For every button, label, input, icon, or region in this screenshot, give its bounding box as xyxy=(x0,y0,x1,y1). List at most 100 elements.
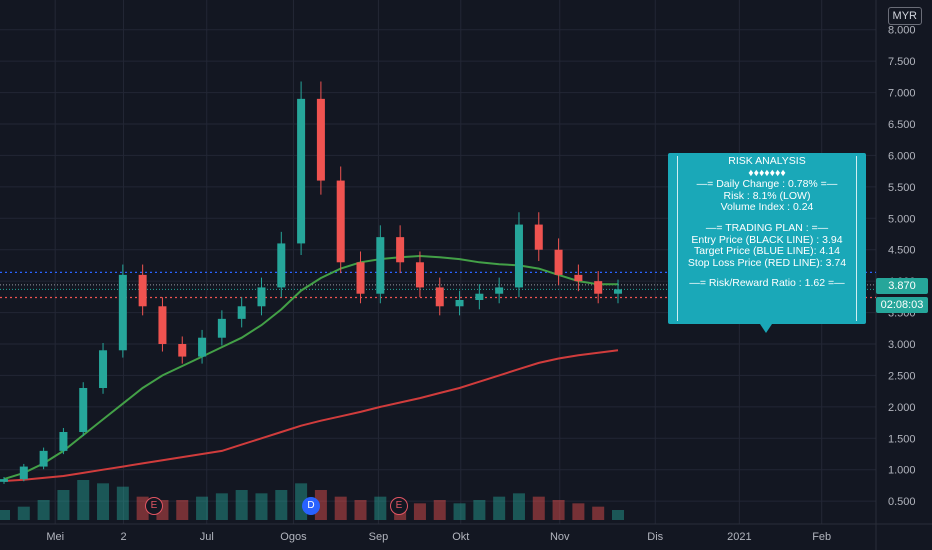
y-tick-label: 6.000 xyxy=(888,150,916,162)
currency-badge[interactable]: MYR xyxy=(887,7,922,25)
volume-bar xyxy=(612,510,624,520)
risk-reward-ratio: —= Risk/Reward Ratio : 1.62 =— xyxy=(689,277,845,290)
candle-body xyxy=(99,350,108,388)
candle-body xyxy=(257,287,266,307)
candle-body xyxy=(297,98,306,244)
y-tick-label: 1.500 xyxy=(888,433,916,445)
y-tick-label: 1.000 xyxy=(888,465,916,477)
candle-body xyxy=(316,98,325,181)
volume-bar xyxy=(413,503,426,520)
volume-bar xyxy=(97,483,110,520)
candle-body xyxy=(574,274,583,282)
volume-bar xyxy=(17,506,30,520)
volume-bar xyxy=(275,490,288,520)
x-tick-label: Feb xyxy=(812,531,831,543)
volume-bar xyxy=(37,500,50,520)
dividend-marker[interactable]: D xyxy=(302,497,320,515)
volume-bar xyxy=(196,496,209,520)
candle-body xyxy=(554,249,563,275)
y-tick-label: 5.000 xyxy=(888,213,916,225)
x-tick-label: Okt xyxy=(452,531,469,543)
volume-bar xyxy=(493,496,506,520)
daily-change: —= Daily Change : 0.78% =— xyxy=(696,178,838,191)
volume-bar xyxy=(0,510,10,520)
candle-body xyxy=(79,388,88,432)
volume-bar xyxy=(532,496,545,520)
x-tick-label: 2 xyxy=(120,531,126,543)
stop-loss-price: Stop Loss Price (RED LINE): 3.74 xyxy=(687,256,847,269)
y-tick-label: 5.500 xyxy=(888,182,916,194)
y-tick-label: 2.500 xyxy=(888,370,916,382)
risk-analysis-box: RISK ANALYSIS ♦♦♦♦♦♦♦ —= Daily Change : … xyxy=(668,153,866,333)
x-tick-label: Sep xyxy=(369,531,389,543)
candle-body xyxy=(514,224,523,288)
volume-bar xyxy=(433,500,446,520)
volume-bar xyxy=(592,506,605,520)
candle-body xyxy=(376,237,385,294)
volume-bar xyxy=(235,490,248,520)
y-tick-label: 4.500 xyxy=(888,245,916,257)
candle-body xyxy=(237,306,246,319)
earnings-marker[interactable]: E xyxy=(390,497,408,515)
candle-body xyxy=(495,287,504,294)
volume-bar xyxy=(354,500,367,520)
y-tick-label: 7.500 xyxy=(888,56,916,68)
volume-bar xyxy=(116,486,129,520)
candle-body xyxy=(19,466,28,480)
x-tick-label: Nov xyxy=(550,531,570,543)
candle-body xyxy=(277,243,286,288)
candle-body xyxy=(455,300,464,307)
candle-body xyxy=(0,479,8,482)
candle-body xyxy=(118,274,127,351)
volume-bar xyxy=(255,493,268,520)
candle-body xyxy=(614,289,622,294)
candle-body xyxy=(396,237,405,263)
risk-value: Risk : 8.1% (LOW) xyxy=(723,189,811,202)
x-tick-label: 2021 xyxy=(727,531,751,543)
earnings-marker[interactable]: E xyxy=(145,497,163,515)
volume-bar xyxy=(57,490,70,520)
trading-plan-title: —= TRADING PLAN : =— xyxy=(705,221,829,234)
volume-bar xyxy=(77,480,90,520)
volume-index: Volume Index : 0.24 xyxy=(720,201,814,214)
target-price: Target Price (BLUE LINE): 4.14 xyxy=(694,245,840,258)
x-tick-label: Mei xyxy=(46,531,64,543)
countdown-tag: 02:08:03 xyxy=(876,297,928,313)
y-tick-label: 0.500 xyxy=(888,496,916,508)
volume-bar xyxy=(453,503,466,520)
last-price-tag: 3.870 xyxy=(876,278,928,294)
y-tick-label: 6.500 xyxy=(888,119,916,131)
y-tick-label: 3.000 xyxy=(888,339,916,351)
candle-body xyxy=(534,224,543,250)
y-tick-label: 2.000 xyxy=(888,402,916,414)
volume-bar xyxy=(572,503,585,520)
volume-bar xyxy=(215,493,228,520)
candle-body xyxy=(198,337,207,357)
candle-body xyxy=(138,274,147,307)
moving-average-long xyxy=(3,349,619,482)
candle-body xyxy=(435,287,444,307)
x-tick-label: Jul xyxy=(200,531,214,543)
volume-bar xyxy=(512,493,525,520)
analysis-title: RISK ANALYSIS xyxy=(728,155,806,167)
analysis-diamonds: ♦♦♦♦♦♦♦ xyxy=(748,166,786,179)
candle-body xyxy=(336,180,345,263)
candle-body xyxy=(158,306,167,344)
candle-body xyxy=(59,432,68,451)
candle-body xyxy=(415,262,424,288)
candle-body xyxy=(39,450,48,467)
volume-bar xyxy=(552,500,565,520)
volume-bar xyxy=(473,500,486,520)
volume-bar xyxy=(314,490,327,520)
volume-bar xyxy=(176,500,189,520)
y-tick-label: 8.000 xyxy=(888,25,916,37)
candle-body xyxy=(594,281,603,294)
analysis-frame xyxy=(677,156,857,321)
y-tick-label: 7.000 xyxy=(888,88,916,100)
candle-body xyxy=(356,262,365,294)
candle-body xyxy=(178,344,187,357)
volume-bar xyxy=(334,496,347,520)
candle-body xyxy=(217,318,226,338)
volume-bar xyxy=(374,496,387,520)
